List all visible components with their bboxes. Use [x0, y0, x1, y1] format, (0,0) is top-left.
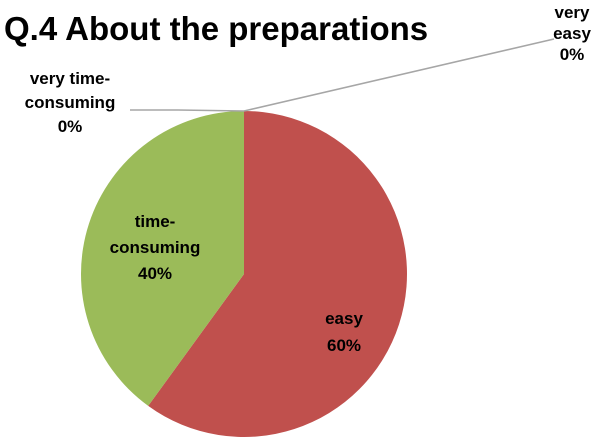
data-label-line: easy — [325, 309, 363, 328]
data-label-very-easy: very easy 0% — [553, 3, 591, 64]
pie-slice-time-consuming — [80, 111, 244, 406]
leader-lines — [130, 38, 555, 112]
data-label-line: very — [555, 3, 591, 22]
data-label-line: consuming — [110, 238, 201, 257]
data-label-line: consuming — [25, 93, 116, 112]
pie-slice-easy — [148, 111, 407, 437]
data-label-line: 60% — [327, 336, 361, 355]
leader-line-very-easy — [243, 38, 555, 112]
chart-title: Q.4 About the preparations — [4, 10, 428, 47]
data-label-line: 0% — [58, 117, 83, 136]
data-label-time-consuming: time-consuming 40% — [110, 212, 201, 283]
data-labels: very easy 0% easy 60% time-consuming 40% very t… — [25, 3, 592, 355]
leader-line-very-time-consuming — [130, 109, 245, 112]
data-label-very-time-consuming: very time-consuming 0% — [25, 69, 116, 136]
data-label-line: time- — [135, 212, 176, 231]
data-label-easy: easy 60% — [325, 309, 363, 355]
pie-slices — [80, 111, 407, 437]
data-label-line: 40% — [138, 264, 172, 283]
data-label-line: very time- — [30, 69, 110, 88]
data-label-line: easy — [553, 24, 591, 43]
data-label-line: 0% — [560, 45, 585, 64]
